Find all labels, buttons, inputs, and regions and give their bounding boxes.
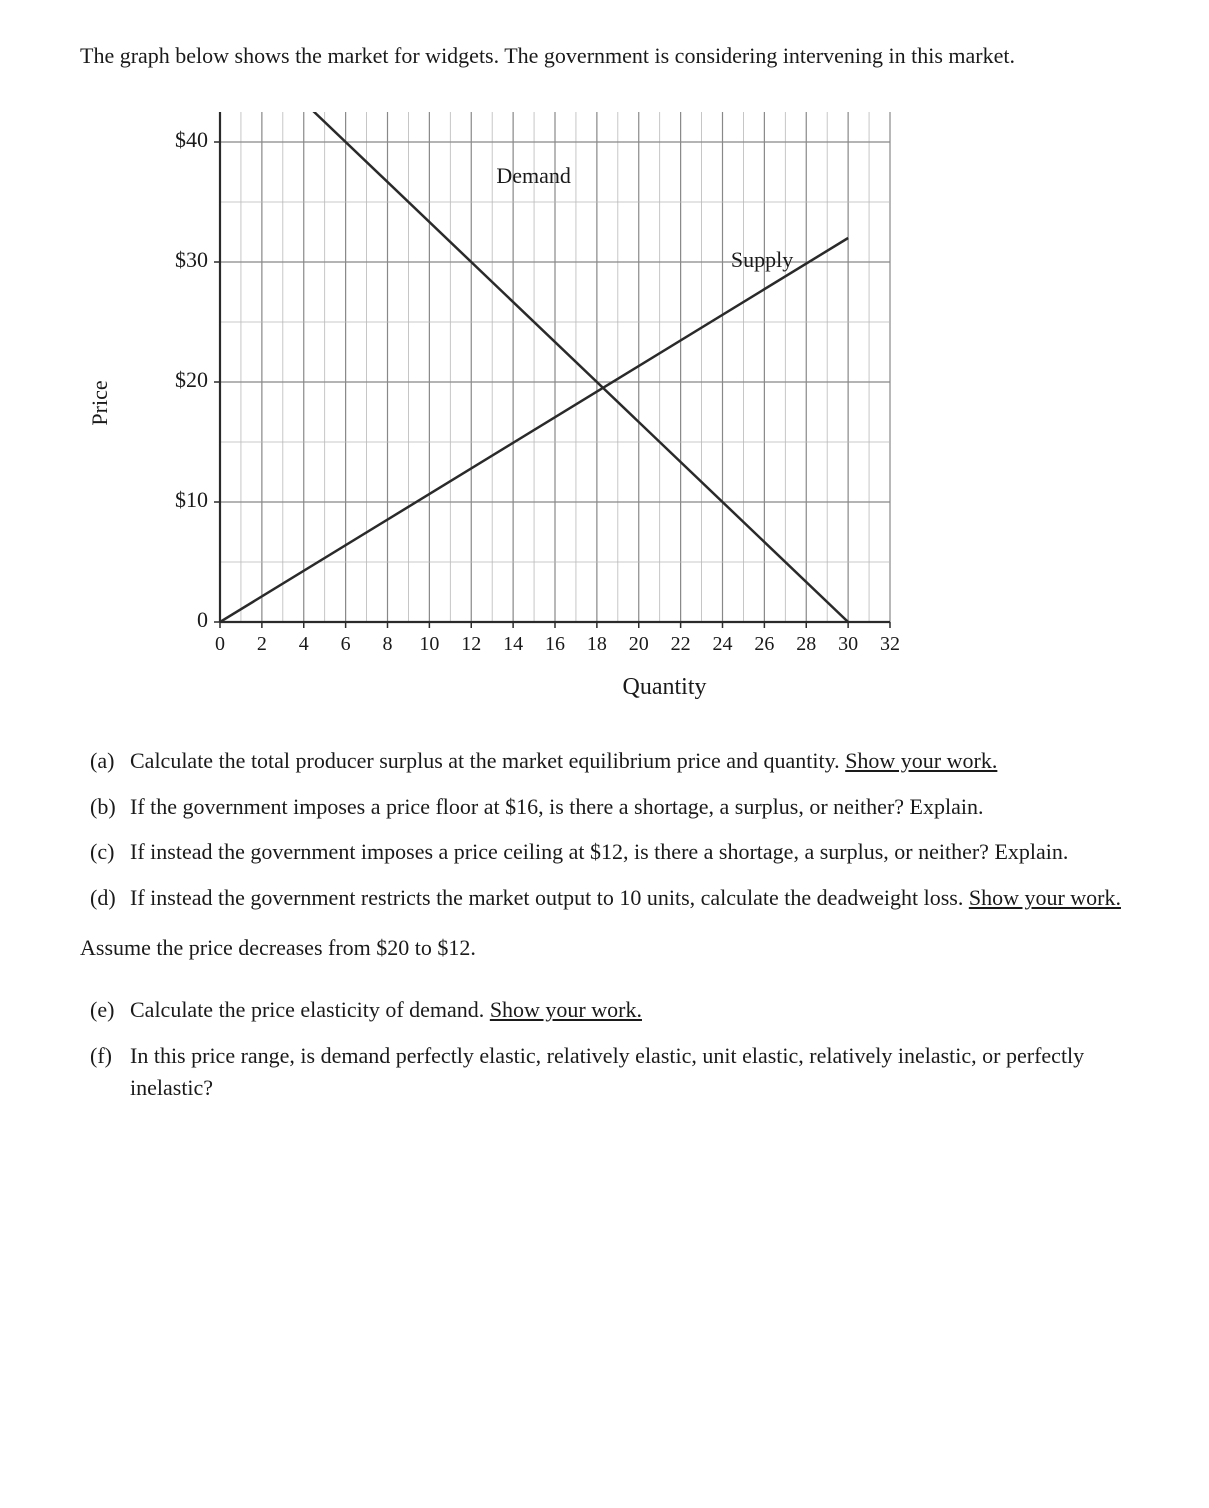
demand-label: Demand bbox=[496, 163, 571, 188]
svg-text:30: 30 bbox=[838, 633, 858, 655]
question-text: If instead the government imposes a pric… bbox=[130, 836, 1129, 868]
svg-text:$10: $10 bbox=[175, 487, 208, 512]
svg-text:20: 20 bbox=[629, 633, 649, 655]
svg-text:16: 16 bbox=[545, 633, 565, 655]
question-item: (a)Calculate the total producer surplus … bbox=[80, 745, 1129, 777]
svg-text:2: 2 bbox=[257, 633, 267, 655]
svg-text:22: 22 bbox=[671, 633, 691, 655]
question-text: If instead the government restricts the … bbox=[130, 882, 1129, 914]
question-letter: (b) bbox=[80, 791, 130, 823]
svg-text:0: 0 bbox=[215, 633, 225, 655]
question-item: (d)If instead the government restricts t… bbox=[80, 882, 1129, 914]
svg-text:6: 6 bbox=[341, 633, 351, 655]
svg-text:$40: $40 bbox=[175, 127, 208, 152]
svg-text:18: 18 bbox=[587, 633, 607, 655]
question-item: (b)If the government imposes a price flo… bbox=[80, 791, 1129, 823]
svg-text:26: 26 bbox=[754, 633, 774, 655]
question-letter: (e) bbox=[80, 994, 130, 1026]
svg-text:24: 24 bbox=[713, 633, 733, 655]
svg-text:0: 0 bbox=[197, 607, 208, 632]
question-text: Calculate the total producer surplus at … bbox=[130, 745, 1129, 777]
supply-label: Supply bbox=[731, 247, 793, 272]
y-axis-label: Price bbox=[84, 381, 116, 426]
x-axis-label: Quantity bbox=[140, 670, 1129, 705]
question-letter: (d) bbox=[80, 882, 130, 914]
question-item: (f)In this price range, is demand perfec… bbox=[80, 1040, 1129, 1104]
question-letter: (c) bbox=[80, 836, 130, 868]
svg-text:$30: $30 bbox=[175, 247, 208, 272]
question-item: (e)Calculate the price elasticity of dem… bbox=[80, 994, 1129, 1026]
underlined-instruction: Show your work. bbox=[845, 748, 997, 773]
svg-text:28: 28 bbox=[796, 633, 816, 655]
svg-text:4: 4 bbox=[299, 633, 309, 655]
question-item: (c)If instead the government imposes a p… bbox=[80, 836, 1129, 868]
question-text: Calculate the price elasticity of demand… bbox=[130, 994, 1129, 1026]
svg-text:8: 8 bbox=[383, 633, 393, 655]
question-text: In this price range, is demand perfectly… bbox=[130, 1040, 1129, 1104]
svg-text:$20: $20 bbox=[175, 367, 208, 392]
intro-text: The graph below shows the market for wid… bbox=[80, 40, 1129, 72]
question-list-1: (a)Calculate the total producer surplus … bbox=[80, 745, 1129, 915]
question-letter: (f) bbox=[80, 1040, 130, 1104]
svg-text:12: 12 bbox=[461, 633, 481, 655]
svg-text:14: 14 bbox=[503, 633, 523, 655]
svg-text:32: 32 bbox=[880, 633, 900, 655]
question-letter: (a) bbox=[80, 745, 130, 777]
chart-container: Price 024681012141618202224262830320$10$… bbox=[140, 102, 1129, 705]
question-text: If the government imposes a price floor … bbox=[130, 791, 1129, 823]
supply-demand-chart: 024681012141618202224262830320$10$20$30$… bbox=[140, 102, 900, 662]
assumption-text: Assume the price decreases from $20 to $… bbox=[80, 932, 1129, 964]
underlined-instruction: Show your work. bbox=[490, 997, 642, 1022]
question-list-2: (e)Calculate the price elasticity of dem… bbox=[80, 994, 1129, 1104]
svg-text:10: 10 bbox=[419, 633, 439, 655]
underlined-instruction: Show your work. bbox=[969, 885, 1121, 910]
